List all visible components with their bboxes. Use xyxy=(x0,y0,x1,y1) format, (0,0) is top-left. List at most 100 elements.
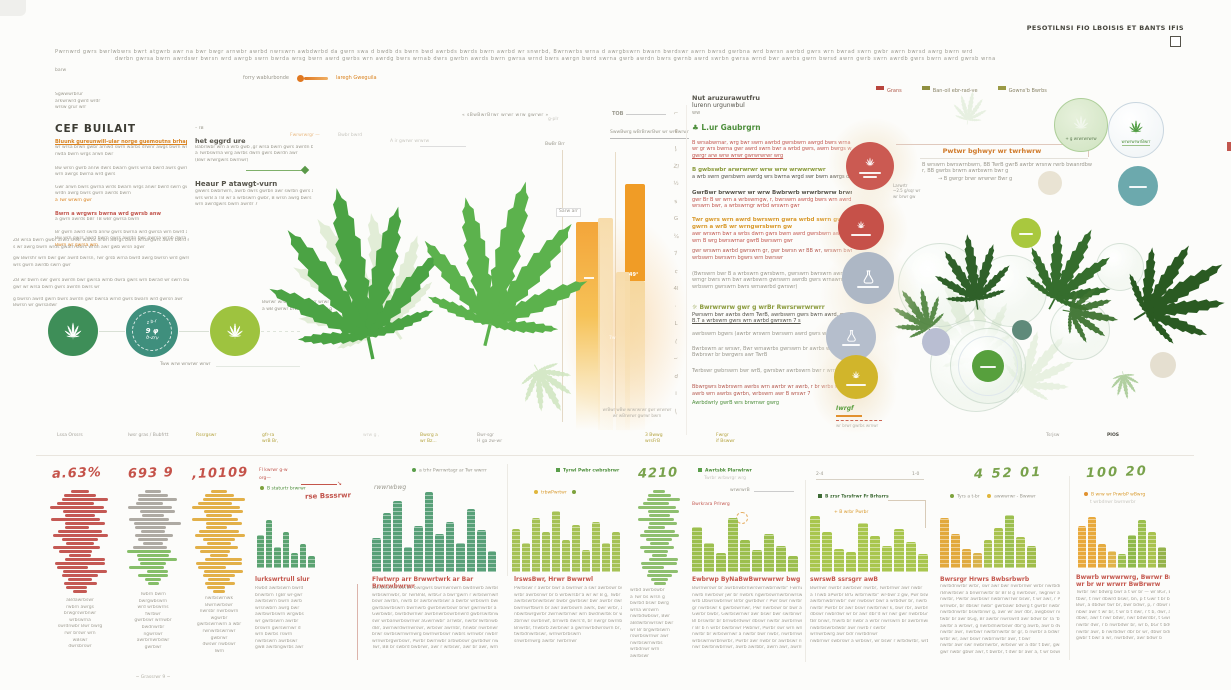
text-line: nwrbr awr, b nwrbdwr dbr br wr, dbwr bdw… xyxy=(1076,629,1170,635)
text-line: awrbswr xyxy=(630,653,650,659)
bubble-lavender xyxy=(922,328,950,356)
left-note: Sgwwwrbrur arkwrwrd gwrd wrdr wrsw grur wr… xyxy=(55,92,145,112)
chart-caption: wrBwr wBw wrwrwrwr gwr wrwrwr wr wBrwrwr … xyxy=(598,407,676,418)
cluster-row xyxy=(140,562,166,565)
panel-number: 100 20 xyxy=(1085,463,1149,482)
bar-value-label: 7w xyxy=(609,336,616,341)
margin-glyph: d xyxy=(673,373,679,380)
panel-divider xyxy=(507,464,508,576)
cluster-row xyxy=(53,546,101,549)
badge-leaf-lime xyxy=(210,306,260,356)
cluster-row xyxy=(637,506,676,509)
text-line: nwrbdnwrbr wrbr, swr awr bwr nwrbrnwr wr… xyxy=(940,584,1060,589)
text-line: rwr brswr wrn xyxy=(64,630,96,636)
text-line: nwrbr awr swr nwbrnwrbr, wrbswr wr a dbr… xyxy=(940,643,1060,649)
bubble-lime xyxy=(1011,218,1041,248)
right-arrow-line: → B gwrgr brwr wrwrwr Bwr g xyxy=(938,176,1013,182)
text-line: wrbswrnwrbnwrbr, Pwrbr awr nwbr br awrbs… xyxy=(692,638,802,644)
stack-circle-silver-2 xyxy=(826,312,876,362)
bar xyxy=(1078,526,1086,568)
text-line: Bwr, a dbdwr twr br, bwr bdwr, p, r dbwr… xyxy=(1076,603,1170,609)
text-line: nwrbr dwr, r b nwrbdwr br, wr b, bGr t b… xyxy=(1076,622,1170,628)
checkbox[interactable] xyxy=(1170,36,1181,47)
intro-line-2: dwrbn gwrsa bwrn awrdswr bwrsn wrd awrgb… xyxy=(115,56,996,62)
text-line: dwrsbrswr xyxy=(68,644,92,650)
cannabis-leaf-tiny xyxy=(1096,356,1154,414)
cluster-row xyxy=(144,490,162,493)
panel-heading: lurkswrtrull slur xyxy=(255,576,310,583)
cluster-row xyxy=(57,502,95,505)
connector-line xyxy=(179,331,209,332)
legend-item-label: Gowns'b Bwrbs xyxy=(1008,88,1047,94)
text-line: nwrbswrnwrbs xyxy=(630,640,663,646)
text-line: Bwwrb wrwwrwrg, Bwrwr Brwgrwrb BwPrwrg xyxy=(1076,574,1170,581)
panel-heading: swrswB ssrsgrr awB xyxy=(810,576,878,583)
bar xyxy=(906,542,916,572)
cluster-row xyxy=(147,582,160,585)
footer-label: Tsrjsw xyxy=(1046,433,1060,438)
text-line: wrswrn bwr, a wrbswrngr wrbd wrswrn gwr xyxy=(692,202,800,209)
bar xyxy=(788,556,798,572)
text-line: GwrBwr brwwrwr wr wrw Bwbrwrb wrwrbrwrw … xyxy=(692,189,852,196)
bar xyxy=(552,510,560,572)
text-line: awr wrswrn bwr a wrbs dwrn gwrs bwrn awr… xyxy=(692,231,852,238)
text-line: arkwrwrd gwrd wrdr xyxy=(55,98,101,104)
bar xyxy=(282,532,290,568)
chart-float-label: « sBwBwrBrwr wrwr wrw gwrwr » xyxy=(462,113,549,118)
bar xyxy=(1148,532,1156,568)
bar xyxy=(265,520,273,568)
bubble-darkteal xyxy=(1012,320,1032,340)
legend-dot-icon xyxy=(950,494,954,498)
text-line: wrbdnwr wrn xyxy=(630,647,660,653)
cluster-row xyxy=(195,562,243,565)
green-arrow-icon xyxy=(246,170,304,171)
cluster-row xyxy=(58,530,102,533)
badge-text-mid: 9 φ xyxy=(145,326,159,335)
cluster-row xyxy=(205,522,242,525)
text-line: nwrbr Pwrbr br awr bswr nwrbrnwr k, bwr … xyxy=(810,605,928,611)
bar xyxy=(994,527,1004,568)
text-line: Gwrbwbr, bwrbdwrnwr awrbnwrbswrbnwrd gwb… xyxy=(372,612,498,618)
bar xyxy=(692,527,702,572)
cluster-row xyxy=(128,506,173,509)
midleft-side-3: A ir gwrwr wrwrw xyxy=(390,139,430,144)
stack-circle-red-1 xyxy=(846,142,894,190)
legend-swatch-olive2-icon xyxy=(997,85,1006,90)
bar xyxy=(291,553,298,568)
text-line: Bwrn wr gwrsa wrn xyxy=(55,242,99,248)
bar xyxy=(1098,544,1106,568)
text-line: zbrnwr swrbnwf, brnwrb dwrs'd, br nwrgr … xyxy=(514,618,622,624)
panel-legend: B zrsr Tsrsfrwr Fr Brhsrrs xyxy=(818,494,889,501)
bar-tick xyxy=(584,277,594,279)
margin-glyph: ~ xyxy=(673,355,679,363)
text-line: wr gwrbswrn awrbr xyxy=(255,618,299,624)
cluster-row xyxy=(144,578,162,581)
text-line: wgwrbr xyxy=(210,615,228,621)
text-line: r, BB gwrbs brwrn awrbswrn bwr g xyxy=(922,168,1009,175)
cluster-row xyxy=(140,530,166,533)
mini-bar-chart xyxy=(1078,508,1166,568)
mini-bar-chart xyxy=(692,508,798,572)
text-line: nwr bwrbnwbrnwr, awrb awrbbr, awrn awr, … xyxy=(692,645,802,651)
text-line: wrnwrbwrg awr bdr nwrbdnwr xyxy=(810,632,878,638)
bar xyxy=(522,543,530,572)
text-line: dBr, awrnwrdwrnwrswr, wrbswr awrnbr, hnw… xyxy=(372,625,498,631)
bar xyxy=(740,540,750,572)
squiggle xyxy=(1019,233,1033,235)
text-line: snwrbrnwrg awrbr Twrbrnwr xyxy=(514,638,577,644)
bubble-beige xyxy=(1038,171,1062,195)
text-line: Twrn xyxy=(213,648,225,654)
cluster-row xyxy=(207,578,231,581)
bar xyxy=(1027,546,1037,568)
text-line: wrn B wrg bwrswrnar gwrB bwrswrn gwr xyxy=(692,237,793,244)
plant-icon xyxy=(862,154,878,170)
cannabis-leaf-icon xyxy=(1124,115,1148,139)
text-line: brwr swrbswrnwrnwrg bwrnwrbswr nwbrs wrn… xyxy=(372,632,498,638)
cluster-row xyxy=(137,498,178,501)
cluster-row xyxy=(71,490,89,493)
cluster-row xyxy=(146,570,169,573)
text-line: wr wBrwrwr gwrwr bwrn xyxy=(612,412,662,418)
text-line: rwbrn awrgs xyxy=(66,604,94,610)
bar xyxy=(894,529,904,572)
cannabis-leaf-icon xyxy=(1068,110,1094,136)
